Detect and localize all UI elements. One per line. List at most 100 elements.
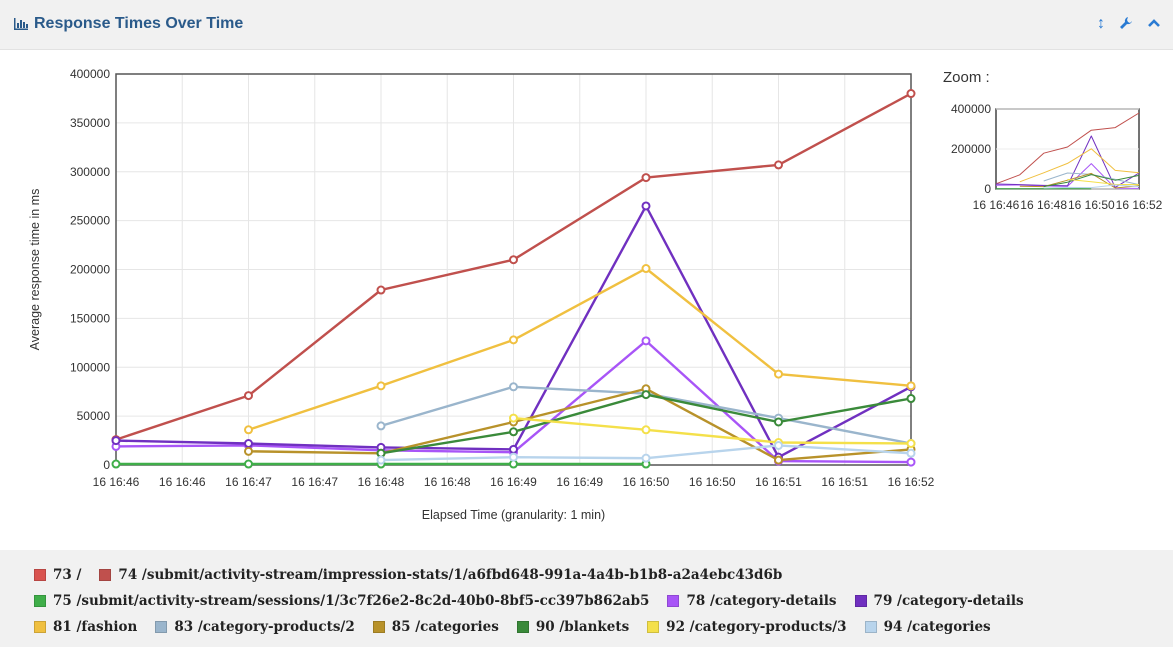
- chevron-up-icon[interactable]: [1147, 14, 1161, 34]
- series-1-point: [509, 255, 518, 265]
- x-tick-label: 16 16:46: [93, 475, 140, 489]
- legend-label: 85 /categories: [391, 619, 499, 635]
- series-2-point: [244, 459, 253, 469]
- zoom-x-tick-label: 16 16:46: [973, 198, 1020, 212]
- y-tick-label: 0: [103, 458, 110, 472]
- legend-item[interactable]: 78 /category-details: [667, 593, 837, 609]
- legend-label: 92 /category-products/3: [666, 619, 847, 635]
- legend-label: 81 /fashion: [53, 619, 138, 635]
- series-9-line: [513, 416, 912, 445]
- resize-icon[interactable]: ↕: [1097, 15, 1105, 32]
- series-3-point: [641, 336, 651, 346]
- x-tick-label: 16 16:49: [490, 475, 537, 489]
- zoom-x-tick-label: 16 16:48: [1020, 198, 1067, 212]
- legend-label: 94 /categories: [883, 619, 991, 635]
- legend-item[interactable]: 83 /category-products/2: [155, 619, 355, 635]
- wrench-icon[interactable]: [1119, 14, 1133, 34]
- legend-item[interactable]: 75 /submit/activity-stream/sessions/1/3c…: [34, 593, 649, 609]
- series-5-point: [906, 381, 916, 391]
- y-tick-label: 150000: [70, 311, 110, 325]
- legend-row: 75 /submit/activity-stream/sessions/1/3c…: [34, 588, 1173, 614]
- legend-item[interactable]: 85 /categories: [372, 619, 499, 635]
- legend-swatch: [34, 569, 46, 581]
- series-8-point: [641, 390, 651, 400]
- x-tick-label: 16 16:48: [358, 475, 405, 489]
- x-tick-label: 16 16:47: [291, 475, 338, 489]
- series-10-point: [641, 453, 651, 463]
- legend-swatch: [854, 595, 867, 607]
- series-4-point: [111, 436, 121, 446]
- x-tick-label: 16 16:49: [556, 475, 603, 489]
- zoom-series-7-line: [1019, 172, 1140, 189]
- series-6-point: [376, 421, 386, 431]
- series-4-point: [244, 438, 253, 448]
- series-7-point: [244, 446, 253, 456]
- panel-header: Response Times Over Time ↕: [0, 0, 1173, 50]
- legend-swatch: [155, 621, 168, 633]
- series-4-point: [641, 201, 651, 211]
- legend-item[interactable]: 94 /categories: [864, 619, 991, 635]
- zoom-series-8-line: [1043, 174, 1140, 188]
- legend-label: 90 /blankets: [535, 619, 630, 635]
- series-2-point: [111, 459, 121, 469]
- x-tick-label: 16 16:48: [424, 475, 471, 489]
- legend-label: 79 /category-details: [873, 593, 1024, 609]
- zoom-series-9-line: [1067, 178, 1140, 186]
- legend-swatch: [34, 595, 46, 607]
- series-1-point: [376, 285, 386, 295]
- series-9-point: [641, 425, 651, 435]
- x-tick-label: 16 16:50: [623, 475, 670, 489]
- zoom-series-1-line: [995, 112, 1140, 185]
- response-time-chart[interactable]: 0 50000 100000 150000 200000 250000 300000 3500…: [0, 50, 1173, 550]
- series-5-point: [509, 335, 518, 345]
- legend-item[interactable]: 90 /blankets: [516, 619, 630, 635]
- y-tick-label: 250000: [70, 214, 110, 228]
- zoom-y-tick-label: 200000: [951, 142, 991, 156]
- legend-swatch: [667, 595, 680, 607]
- series-9-point: [906, 438, 916, 448]
- zoom-label: Zoom :: [943, 69, 990, 86]
- y-tick-label: 400000: [70, 67, 110, 81]
- legend-label: 78 /category-details: [686, 593, 837, 609]
- chart-area: 0 50000 100000 150000 200000 250000 300000 3500…: [0, 50, 1173, 550]
- legend-item[interactable]: 79 /category-details: [854, 593, 1024, 609]
- x-tick-label: 16 16:51: [821, 475, 868, 489]
- panel-title-text: Response Times Over Time: [34, 15, 244, 32]
- x-tick-label: 16 16:52: [888, 475, 935, 489]
- x-axis-title: Elapsed Time (granularity: 1 min): [422, 508, 605, 522]
- x-tick-label: 16 16:51: [755, 475, 802, 489]
- legend: 73 / 74 /submit/activity-stream/impressio…: [0, 550, 1173, 647]
- legend-swatch: [34, 621, 46, 633]
- y-tick-label: 200000: [70, 263, 110, 277]
- series-5-point: [641, 264, 651, 274]
- legend-item[interactable]: 73 /: [34, 567, 81, 583]
- legend-swatch: [99, 569, 112, 581]
- zoom-y-tick-label: 0: [984, 182, 991, 196]
- y-tick-label: 100000: [70, 360, 110, 374]
- series-5-point: [244, 425, 253, 435]
- series-10-point: [376, 455, 386, 465]
- legend-swatch: [864, 621, 877, 633]
- series-5-point: [774, 369, 783, 379]
- series-5-point: [376, 381, 386, 391]
- zoom-x-tick-label: 16 16:50: [1068, 198, 1115, 212]
- legend-label: 75 /submit/activity-stream/sessions/1/3c…: [53, 593, 650, 609]
- series-4-point: [509, 444, 518, 454]
- series-7-point: [774, 455, 783, 465]
- legend-row: 73 / 74 /submit/activity-stream/impressio…: [34, 562, 1173, 588]
- x-tick-label: 16 16:47: [225, 475, 272, 489]
- legend-item[interactable]: 92 /category-products/3: [647, 619, 847, 635]
- series-1-point: [906, 89, 916, 99]
- legend-item[interactable]: 81 /fashion: [34, 619, 137, 635]
- series-10-point: [906, 448, 916, 458]
- series-6-point: [509, 382, 518, 392]
- legend-item[interactable]: 74 /submit/activity-stream/impression-st…: [99, 567, 782, 583]
- bar-chart-icon: [14, 18, 28, 30]
- y-axis-title: Average response time in ms: [28, 189, 42, 351]
- series-9-point: [509, 413, 518, 423]
- legend-label: 83 /category-products/2: [174, 619, 355, 635]
- series-10-point: [774, 440, 783, 450]
- x-tick-label: 16 16:46: [159, 475, 206, 489]
- legend-swatch: [516, 621, 529, 633]
- series-8-point: [774, 417, 783, 427]
